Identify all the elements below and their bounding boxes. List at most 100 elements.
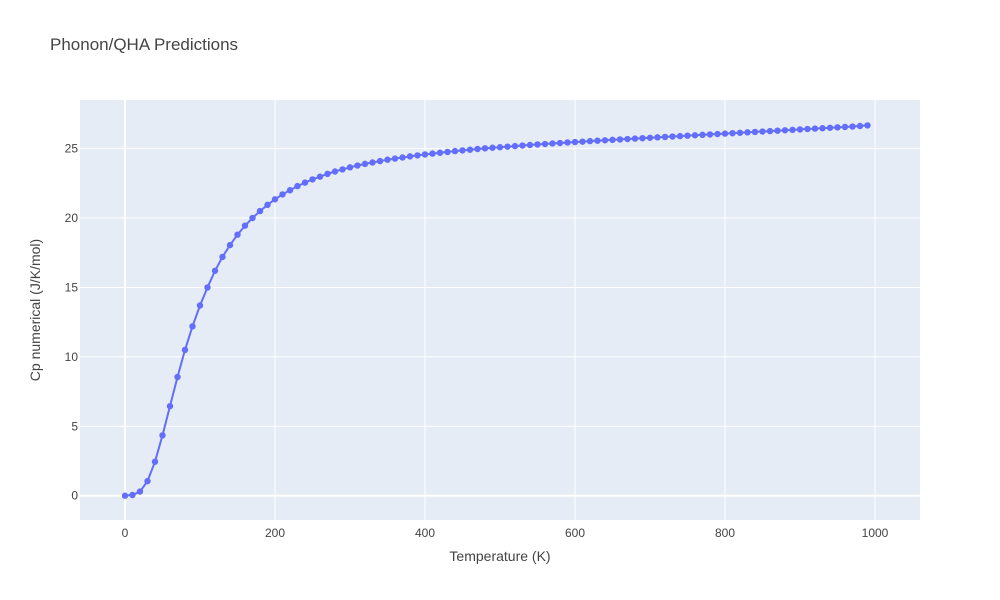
data-point bbox=[159, 432, 166, 439]
data-point bbox=[474, 145, 481, 153]
x-tick-label: 200 bbox=[265, 526, 285, 540]
tick-labels: 0 200 400 600 800 1000 0 5 10 15 20 25 bbox=[65, 142, 889, 540]
data-point bbox=[406, 153, 414, 160]
data-point bbox=[631, 135, 639, 142]
data-point bbox=[466, 146, 474, 153]
y-tick-label: 20 bbox=[65, 211, 79, 225]
data-point bbox=[691, 132, 699, 139]
data-point bbox=[219, 253, 226, 261]
data-point bbox=[489, 144, 496, 151]
data-point bbox=[511, 142, 519, 150]
data-point bbox=[309, 176, 316, 183]
series-layer bbox=[121, 122, 871, 499]
data-point bbox=[534, 141, 541, 148]
data-point bbox=[196, 302, 204, 309]
data-point bbox=[571, 138, 579, 146]
data-point bbox=[661, 133, 669, 141]
data-point bbox=[391, 155, 399, 162]
data-point bbox=[841, 123, 849, 131]
data-point bbox=[586, 137, 594, 145]
data-point bbox=[646, 134, 654, 141]
data-point bbox=[451, 147, 459, 155]
data-point bbox=[271, 196, 279, 203]
data-point bbox=[166, 402, 174, 410]
data-point bbox=[714, 130, 721, 138]
data-point bbox=[226, 241, 234, 249]
data-point bbox=[354, 162, 361, 169]
data-point bbox=[819, 124, 826, 132]
data-point bbox=[759, 128, 766, 135]
data-point bbox=[369, 159, 376, 166]
data-point bbox=[834, 124, 841, 131]
data-point bbox=[249, 214, 256, 222]
data-point bbox=[864, 122, 871, 129]
data-point bbox=[339, 166, 346, 173]
data-point bbox=[264, 201, 271, 209]
y-tick-label: 5 bbox=[71, 419, 78, 433]
data-point bbox=[421, 151, 429, 158]
data-point bbox=[826, 124, 834, 131]
data-point bbox=[639, 134, 646, 142]
data-point bbox=[204, 284, 211, 291]
data-point bbox=[811, 125, 819, 132]
y-axis-title: Cp numerical (J/K/mol) bbox=[27, 239, 43, 381]
data-point bbox=[856, 122, 864, 130]
data-point bbox=[729, 129, 736, 137]
data-point bbox=[211, 267, 219, 274]
data-point bbox=[549, 140, 556, 147]
data-point bbox=[781, 127, 789, 134]
data-point bbox=[706, 131, 714, 138]
data-point bbox=[414, 152, 421, 159]
data-point bbox=[436, 149, 444, 156]
x-axis-title: Temperature (K) bbox=[449, 548, 550, 564]
data-point bbox=[699, 131, 706, 139]
data-point bbox=[684, 132, 691, 139]
chart-title: Phonon/QHA Predictions bbox=[50, 35, 238, 54]
data-point bbox=[144, 477, 151, 485]
data-point bbox=[849, 123, 856, 130]
data-point bbox=[504, 143, 511, 150]
data-point bbox=[429, 150, 436, 157]
data-point bbox=[129, 491, 136, 499]
data-point bbox=[721, 130, 729, 137]
x-tick-label: 1000 bbox=[862, 526, 889, 540]
grid bbox=[80, 100, 920, 520]
data-point bbox=[384, 156, 391, 163]
data-point bbox=[556, 139, 564, 147]
data-point bbox=[669, 133, 676, 140]
data-point bbox=[766, 127, 774, 135]
data-point bbox=[609, 136, 616, 144]
data-point bbox=[481, 145, 489, 152]
data-point bbox=[519, 142, 526, 149]
data-point bbox=[174, 373, 181, 381]
data-point bbox=[151, 458, 159, 465]
data-point bbox=[301, 179, 309, 186]
x-tick-label: 400 bbox=[415, 526, 435, 540]
series-line bbox=[124, 124, 868, 497]
data-point bbox=[624, 135, 631, 143]
data-point bbox=[399, 154, 406, 161]
data-point bbox=[564, 139, 571, 146]
data-point bbox=[331, 168, 339, 175]
x-tick-label: 0 bbox=[122, 526, 129, 540]
data-point bbox=[361, 160, 369, 168]
data-point bbox=[496, 144, 504, 151]
data-point bbox=[346, 164, 354, 171]
data-point bbox=[459, 147, 466, 154]
data-point bbox=[616, 136, 624, 143]
y-tick-label: 0 bbox=[71, 489, 78, 503]
x-tick-label: 600 bbox=[565, 526, 585, 540]
data-point bbox=[774, 127, 781, 134]
data-point bbox=[279, 191, 286, 198]
data-point bbox=[324, 170, 331, 178]
data-point bbox=[181, 346, 189, 354]
y-tick-label: 10 bbox=[65, 350, 79, 364]
data-point bbox=[744, 129, 751, 136]
data-point bbox=[286, 187, 294, 194]
data-point bbox=[736, 129, 744, 136]
y-tick-label: 15 bbox=[65, 280, 79, 294]
data-point bbox=[444, 148, 451, 156]
data-point bbox=[526, 141, 534, 149]
data-point bbox=[316, 173, 324, 180]
